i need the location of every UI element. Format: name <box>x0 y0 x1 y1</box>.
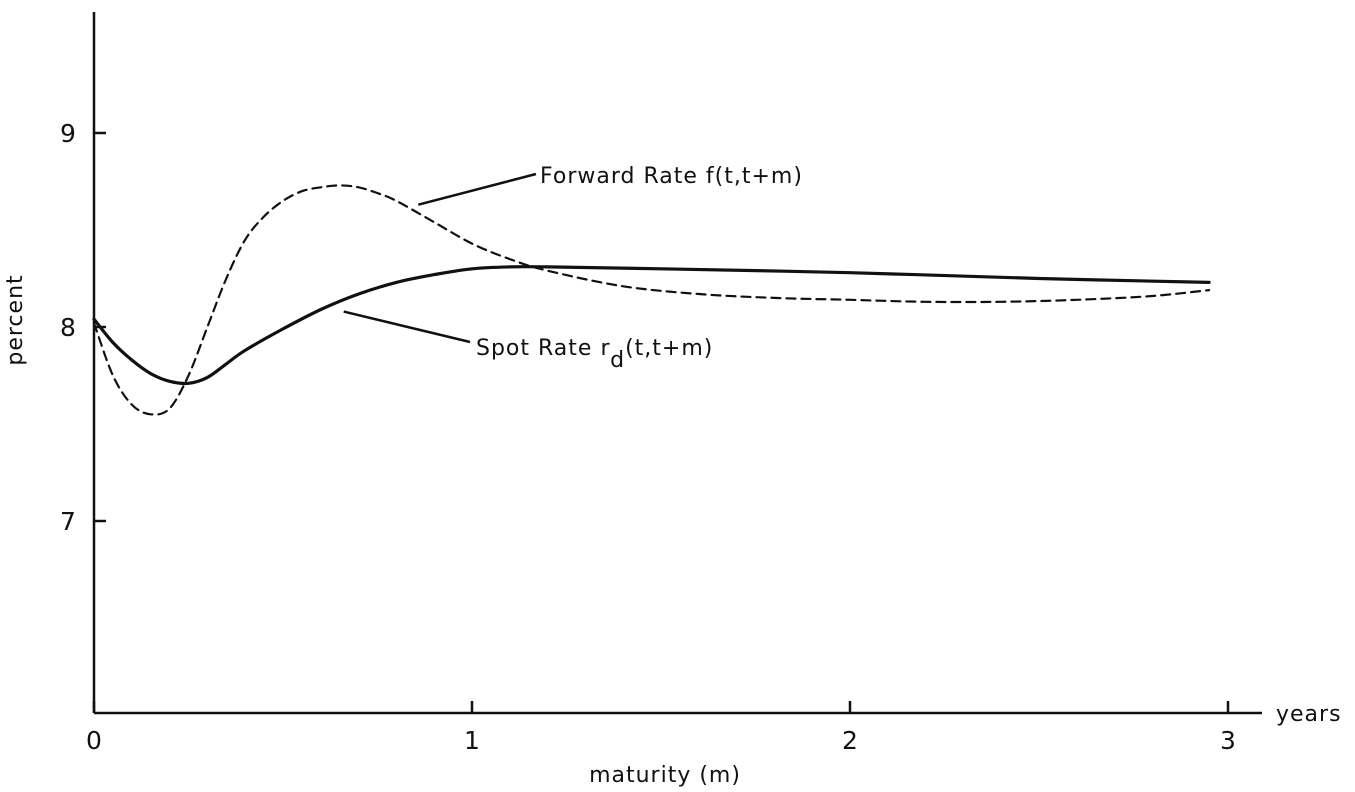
x-axis-unit-label: years <box>1276 702 1342 727</box>
axes: 7 8 9 0 1 2 3 <box>60 12 1262 755</box>
annotation-spot-rate: Spot Rate rd(t,t+m) <box>476 336 713 373</box>
annotation-spot-rate-args: (t,t+m) <box>625 336 713 361</box>
x-tick-label-0: 0 <box>86 726 102 755</box>
spot-rate-leader-line <box>343 310 471 344</box>
series-layer <box>92 184 1211 416</box>
annotation-layer: Forward Rate f(t,t+m) Spot Rate rd(t,t+m… <box>343 164 803 373</box>
y-tick-label-8: 8 <box>60 313 76 342</box>
forward-rate-line <box>92 184 1211 416</box>
annotation-forward-rate: Forward Rate f(t,t+m) <box>540 164 803 189</box>
x-tick-label-2: 2 <box>842 726 858 755</box>
annotation-spot-rate-main: Spot Rate r <box>476 336 610 361</box>
x-tick-label-1: 1 <box>464 726 480 755</box>
y-tick-label-7: 7 <box>60 507 76 536</box>
x-tick-label-3: 3 <box>1220 726 1236 755</box>
spot-rate-line <box>92 265 1211 386</box>
y-axis-label: percent <box>3 274 28 365</box>
forward-rate-leader-line <box>417 172 537 206</box>
x-axis-label: maturity (m) <box>589 763 741 788</box>
y-tick-label-9: 9 <box>60 119 76 148</box>
annotation-spot-rate-subscript: d <box>610 348 625 373</box>
